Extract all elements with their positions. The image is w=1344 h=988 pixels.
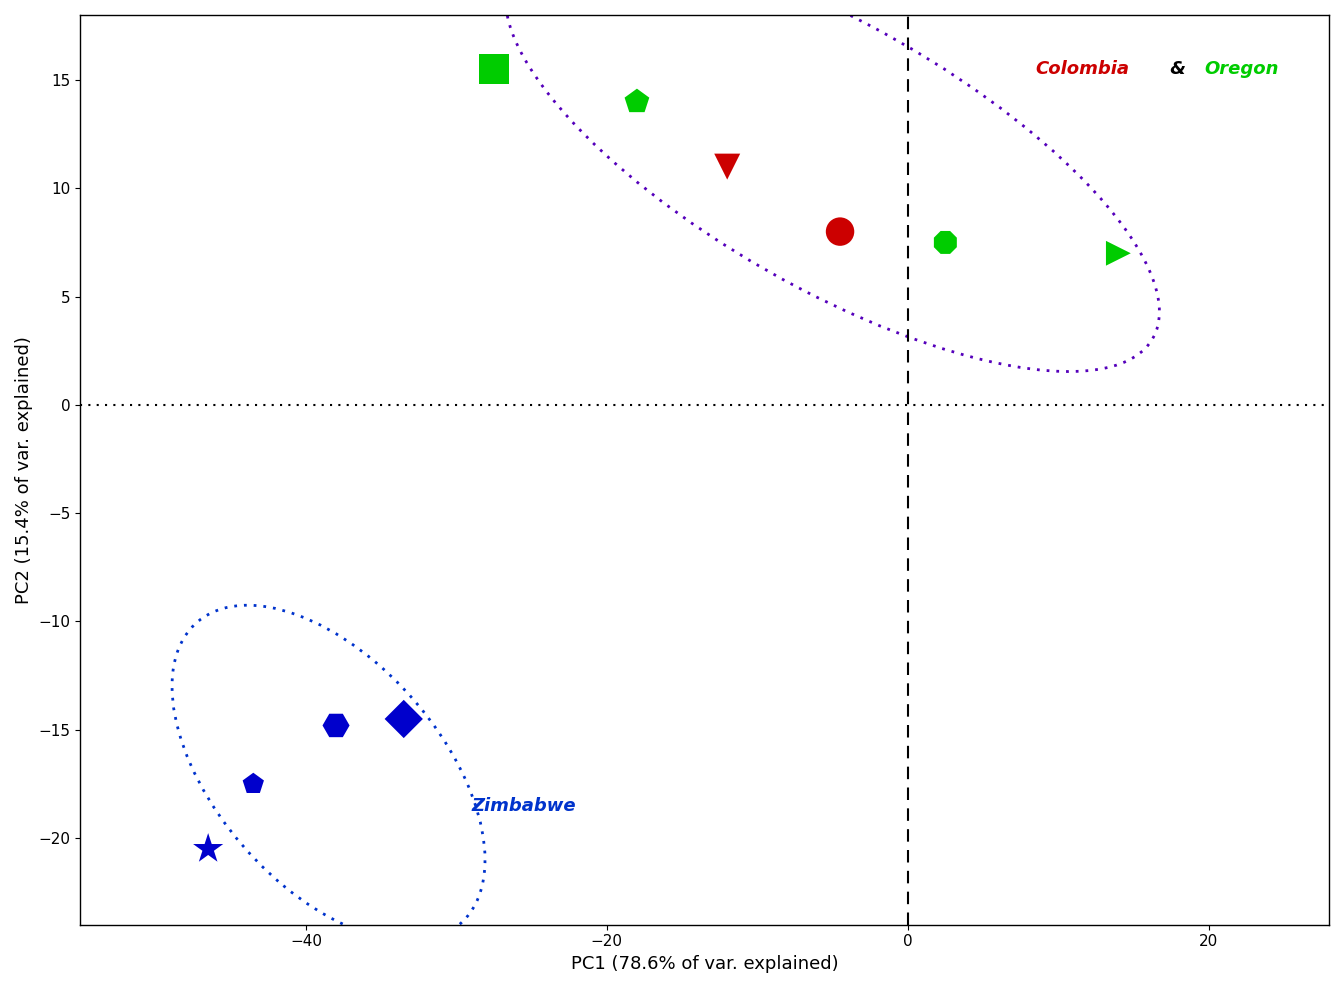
- Point: [198, 841, 219, 857]
- Point: [242, 776, 263, 791]
- Point: [829, 223, 851, 239]
- Point: [716, 159, 738, 175]
- Text: Zimbabwe: Zimbabwe: [472, 796, 577, 814]
- X-axis label: PC1 (78.6% of var. explained): PC1 (78.6% of var. explained): [571, 955, 839, 973]
- Text: Colombia: Colombia: [1036, 60, 1129, 78]
- Point: [1107, 245, 1129, 261]
- Point: [626, 94, 648, 110]
- Point: [392, 711, 414, 727]
- Y-axis label: PC2 (15.4% of var. explained): PC2 (15.4% of var. explained): [15, 336, 34, 604]
- Text: Oregon: Oregon: [1204, 60, 1278, 78]
- Text: &: &: [1164, 60, 1192, 78]
- Point: [325, 717, 347, 733]
- Point: [934, 234, 956, 250]
- Point: [484, 61, 505, 77]
